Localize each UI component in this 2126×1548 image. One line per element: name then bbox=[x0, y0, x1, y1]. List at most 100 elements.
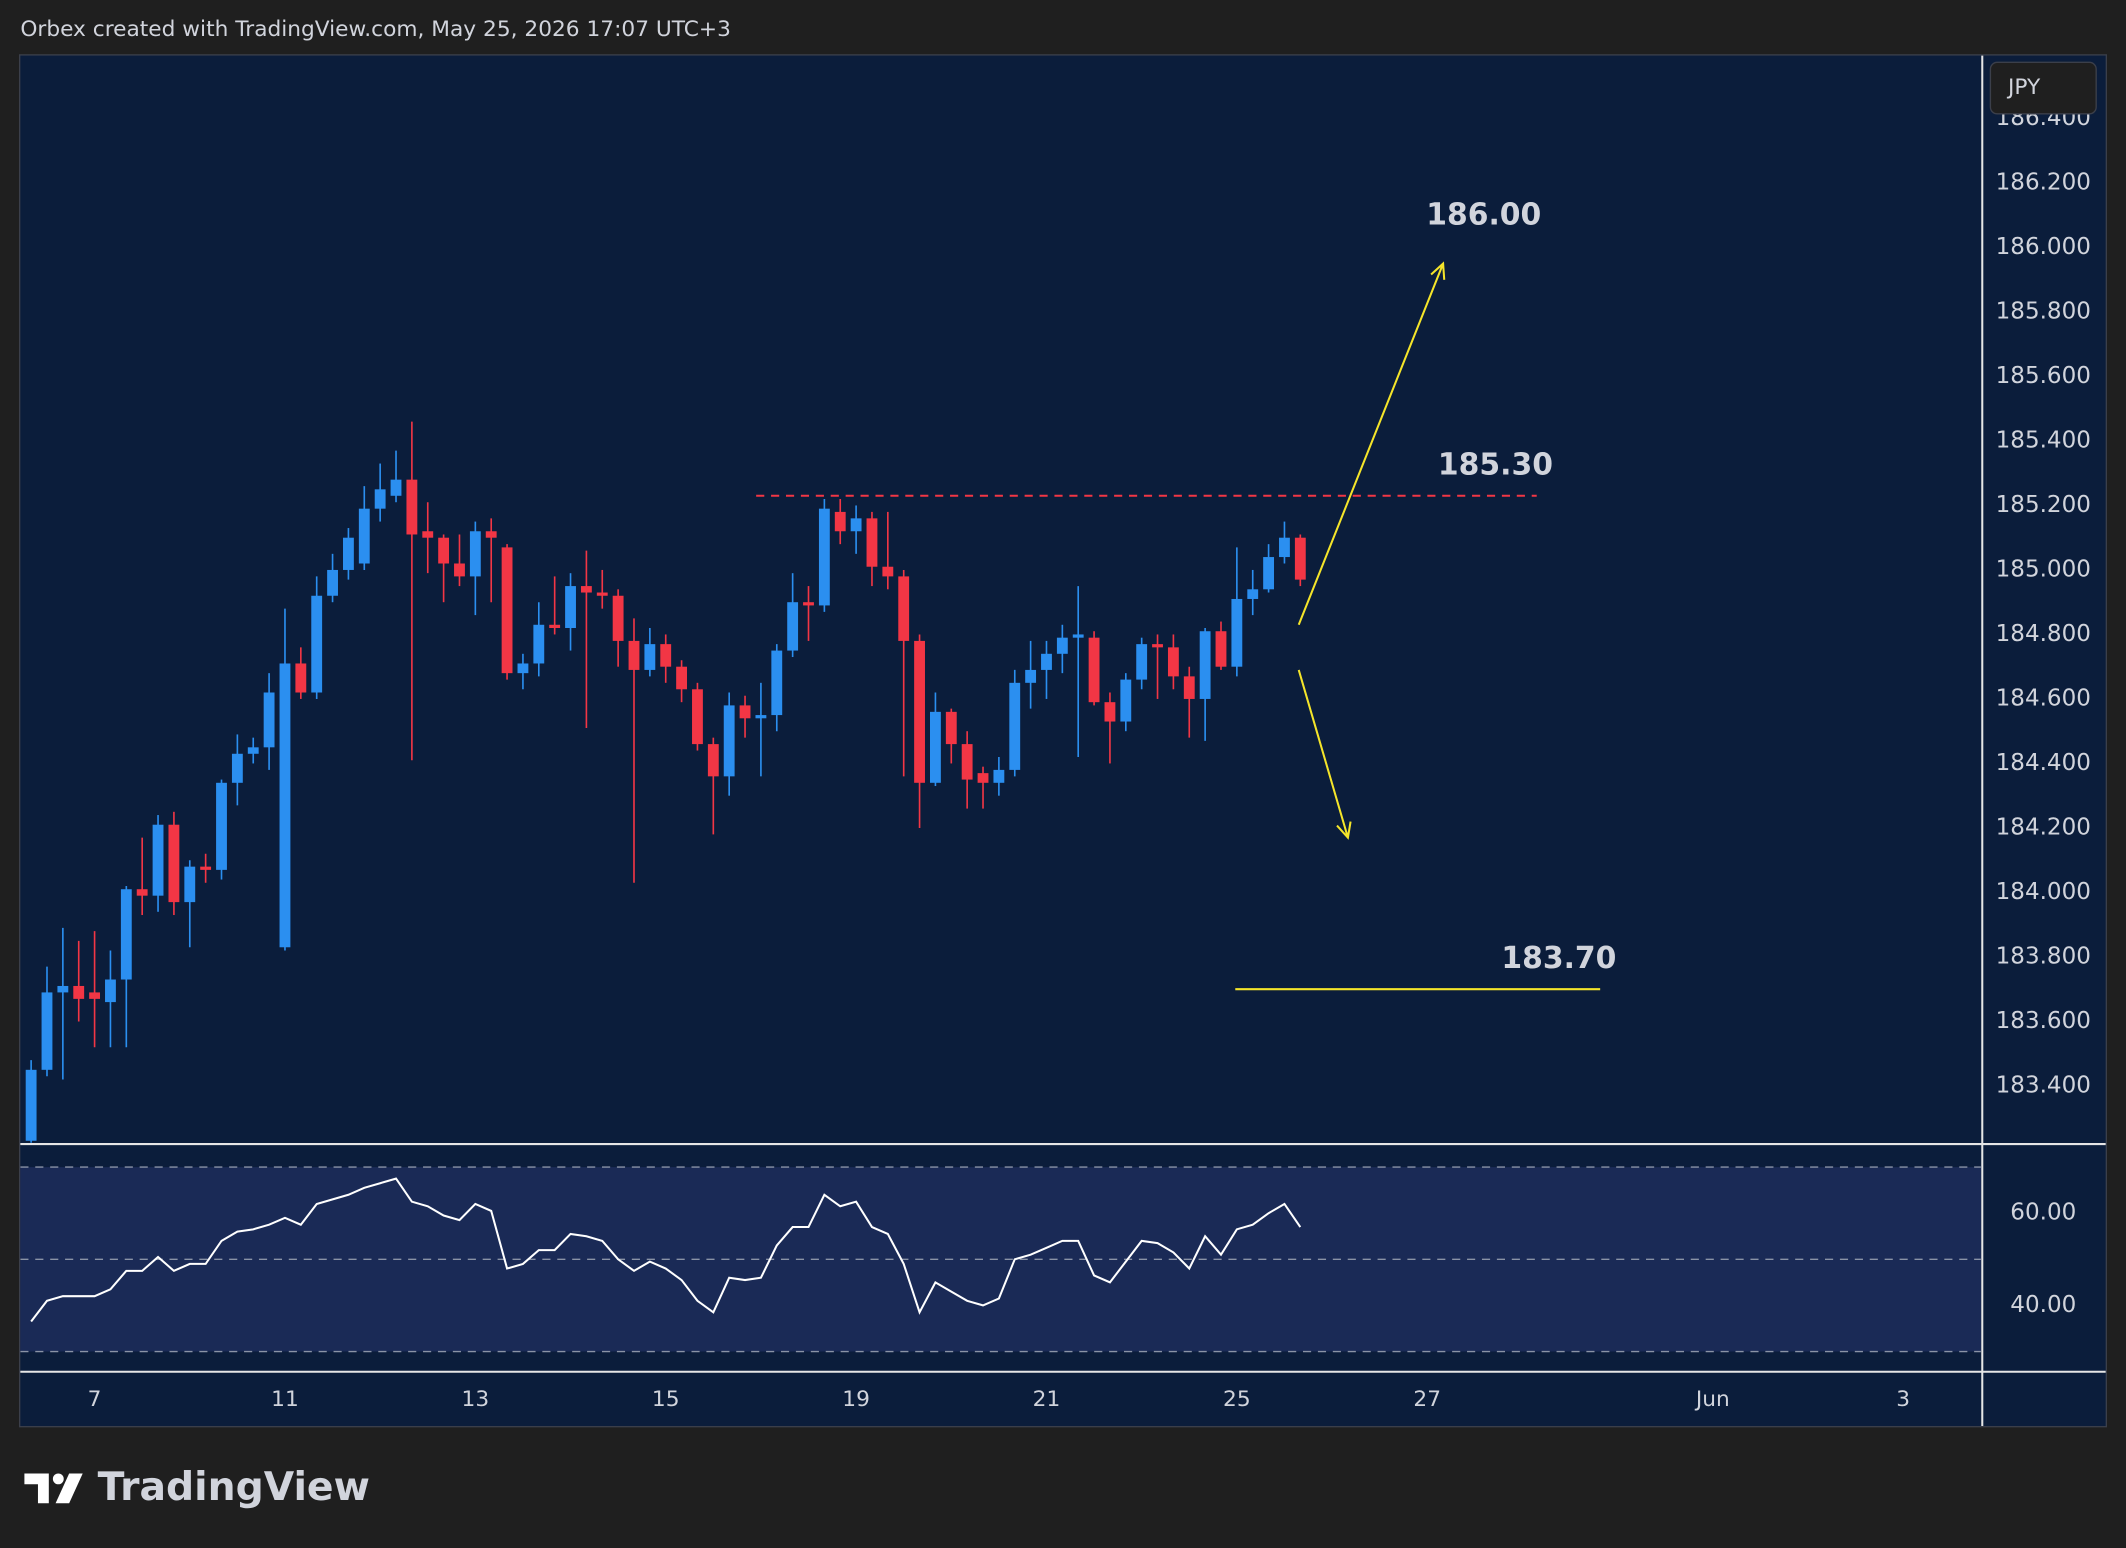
candle-body bbox=[438, 537, 450, 564]
candle-body bbox=[628, 640, 640, 670]
candle-body bbox=[1183, 676, 1195, 699]
candle-body bbox=[343, 537, 354, 570]
y-tick-label: 184.000 bbox=[1996, 879, 2091, 905]
candle-body bbox=[25, 1069, 37, 1141]
target-label: 186.00 bbox=[1426, 198, 1541, 233]
candle-body bbox=[1152, 644, 1163, 648]
candle-body bbox=[1136, 644, 1148, 680]
currency-badge[interactable] bbox=[1989, 61, 2097, 115]
candle-body bbox=[184, 866, 196, 903]
candle-body bbox=[311, 595, 323, 693]
candle-body bbox=[533, 624, 545, 664]
y-tick-label: 184.600 bbox=[1996, 685, 2091, 711]
x-tick-label: 13 bbox=[462, 1387, 490, 1412]
x-tick-label: 21 bbox=[1033, 1387, 1061, 1412]
y-tick-label: 185.400 bbox=[1996, 427, 2091, 453]
x-tick-label: 15 bbox=[652, 1387, 680, 1412]
candle-body bbox=[771, 650, 783, 716]
candle-body bbox=[723, 705, 735, 777]
candle-body bbox=[152, 824, 164, 896]
candle-body bbox=[89, 992, 101, 999]
candle-body bbox=[358, 508, 370, 564]
x-tick-label: 25 bbox=[1223, 1387, 1251, 1412]
rsi-tick-label: 40.00 bbox=[2010, 1292, 2076, 1318]
y-tick-label: 186.200 bbox=[1996, 169, 2091, 195]
level-label: 183.70 bbox=[1501, 941, 1616, 976]
candle-body bbox=[1247, 589, 1259, 599]
candle-body bbox=[1088, 637, 1100, 703]
candle-body bbox=[136, 889, 148, 896]
price-pane: 185.30 183.70 186.00 bbox=[25, 198, 1616, 1143]
x-tick-label: 3 bbox=[1896, 1387, 1910, 1412]
candle-body bbox=[866, 518, 878, 567]
candle-body bbox=[961, 744, 973, 780]
candle-body bbox=[200, 866, 212, 870]
candle-body bbox=[406, 479, 418, 535]
candle-body bbox=[739, 705, 751, 719]
y-tick-label: 184.400 bbox=[1996, 750, 2091, 776]
y-tick-label: 185.000 bbox=[1996, 556, 2091, 582]
candle-body bbox=[882, 566, 894, 577]
y-tick-label: 185.800 bbox=[1996, 298, 2091, 324]
candle-body bbox=[993, 769, 1005, 783]
candle-body bbox=[565, 586, 576, 629]
header-text: Orbex created with TradingView.com, May … bbox=[20, 17, 731, 42]
candle-body bbox=[834, 511, 846, 532]
candle-body bbox=[422, 531, 434, 538]
rsi-line bbox=[30, 1177, 1302, 1323]
candle-body bbox=[1072, 634, 1084, 638]
candle-body bbox=[327, 569, 338, 596]
y-tick-label: 186.000 bbox=[1996, 234, 2091, 260]
candle-body bbox=[1167, 647, 1179, 677]
axes: 183.400 183.600 183.800 184.000 184.200 184.4… bbox=[88, 105, 2091, 1412]
candle-body bbox=[787, 602, 799, 651]
candle-body bbox=[660, 644, 672, 667]
logo-text: TradingView bbox=[98, 1465, 370, 1510]
candle-body bbox=[295, 663, 307, 693]
candle-body bbox=[1215, 631, 1227, 667]
y-tick-label: 183.400 bbox=[1996, 1072, 2091, 1098]
arrow bbox=[1297, 261, 1446, 626]
candle-body bbox=[454, 563, 465, 577]
x-tick-label: 27 bbox=[1413, 1387, 1441, 1412]
y-tick-label: 185.600 bbox=[1996, 363, 2091, 389]
y-tick-label: 183.600 bbox=[1996, 1008, 2091, 1034]
y-tick-label: 183.800 bbox=[1996, 943, 2091, 969]
candle-body bbox=[73, 985, 85, 999]
candle-body bbox=[644, 644, 656, 670]
y-tick-label: 184.200 bbox=[1996, 814, 2091, 840]
candle-body bbox=[120, 889, 132, 980]
candle-body bbox=[247, 747, 259, 754]
candle-body bbox=[930, 711, 941, 783]
rsi-lines bbox=[20, 1166, 1981, 1353]
candle-body bbox=[549, 624, 561, 629]
x-tick-label: Jun bbox=[1694, 1387, 1730, 1412]
x-tick-label: 11 bbox=[271, 1387, 299, 1412]
candle-body bbox=[105, 979, 116, 1003]
candle-body bbox=[850, 518, 862, 532]
rsi-pane bbox=[20, 1167, 1981, 1352]
y-tick-label: 184.800 bbox=[1996, 621, 2091, 647]
candle-body bbox=[692, 689, 703, 745]
candle-body bbox=[755, 715, 767, 719]
candle-body bbox=[231, 753, 243, 783]
candle-body bbox=[1294, 537, 1306, 580]
candle-body bbox=[898, 576, 910, 641]
logo-mark bbox=[52, 1473, 64, 1485]
candle-body bbox=[707, 744, 719, 777]
candle-body bbox=[1120, 679, 1132, 722]
logo-mark bbox=[55, 1473, 83, 1504]
logo-mark bbox=[24, 1473, 49, 1504]
candle-body bbox=[1199, 631, 1211, 699]
candle-body bbox=[977, 773, 989, 783]
level-label: 185.30 bbox=[1438, 447, 1553, 482]
candle-body bbox=[1104, 702, 1116, 722]
rsi-band bbox=[20, 1167, 1981, 1352]
candle-body bbox=[1056, 637, 1068, 654]
candle-body bbox=[1041, 653, 1052, 670]
candle-body bbox=[279, 663, 291, 948]
candle-body bbox=[1025, 669, 1037, 683]
candle-body bbox=[485, 531, 497, 538]
y-tick-label: 185.200 bbox=[1996, 492, 2091, 518]
